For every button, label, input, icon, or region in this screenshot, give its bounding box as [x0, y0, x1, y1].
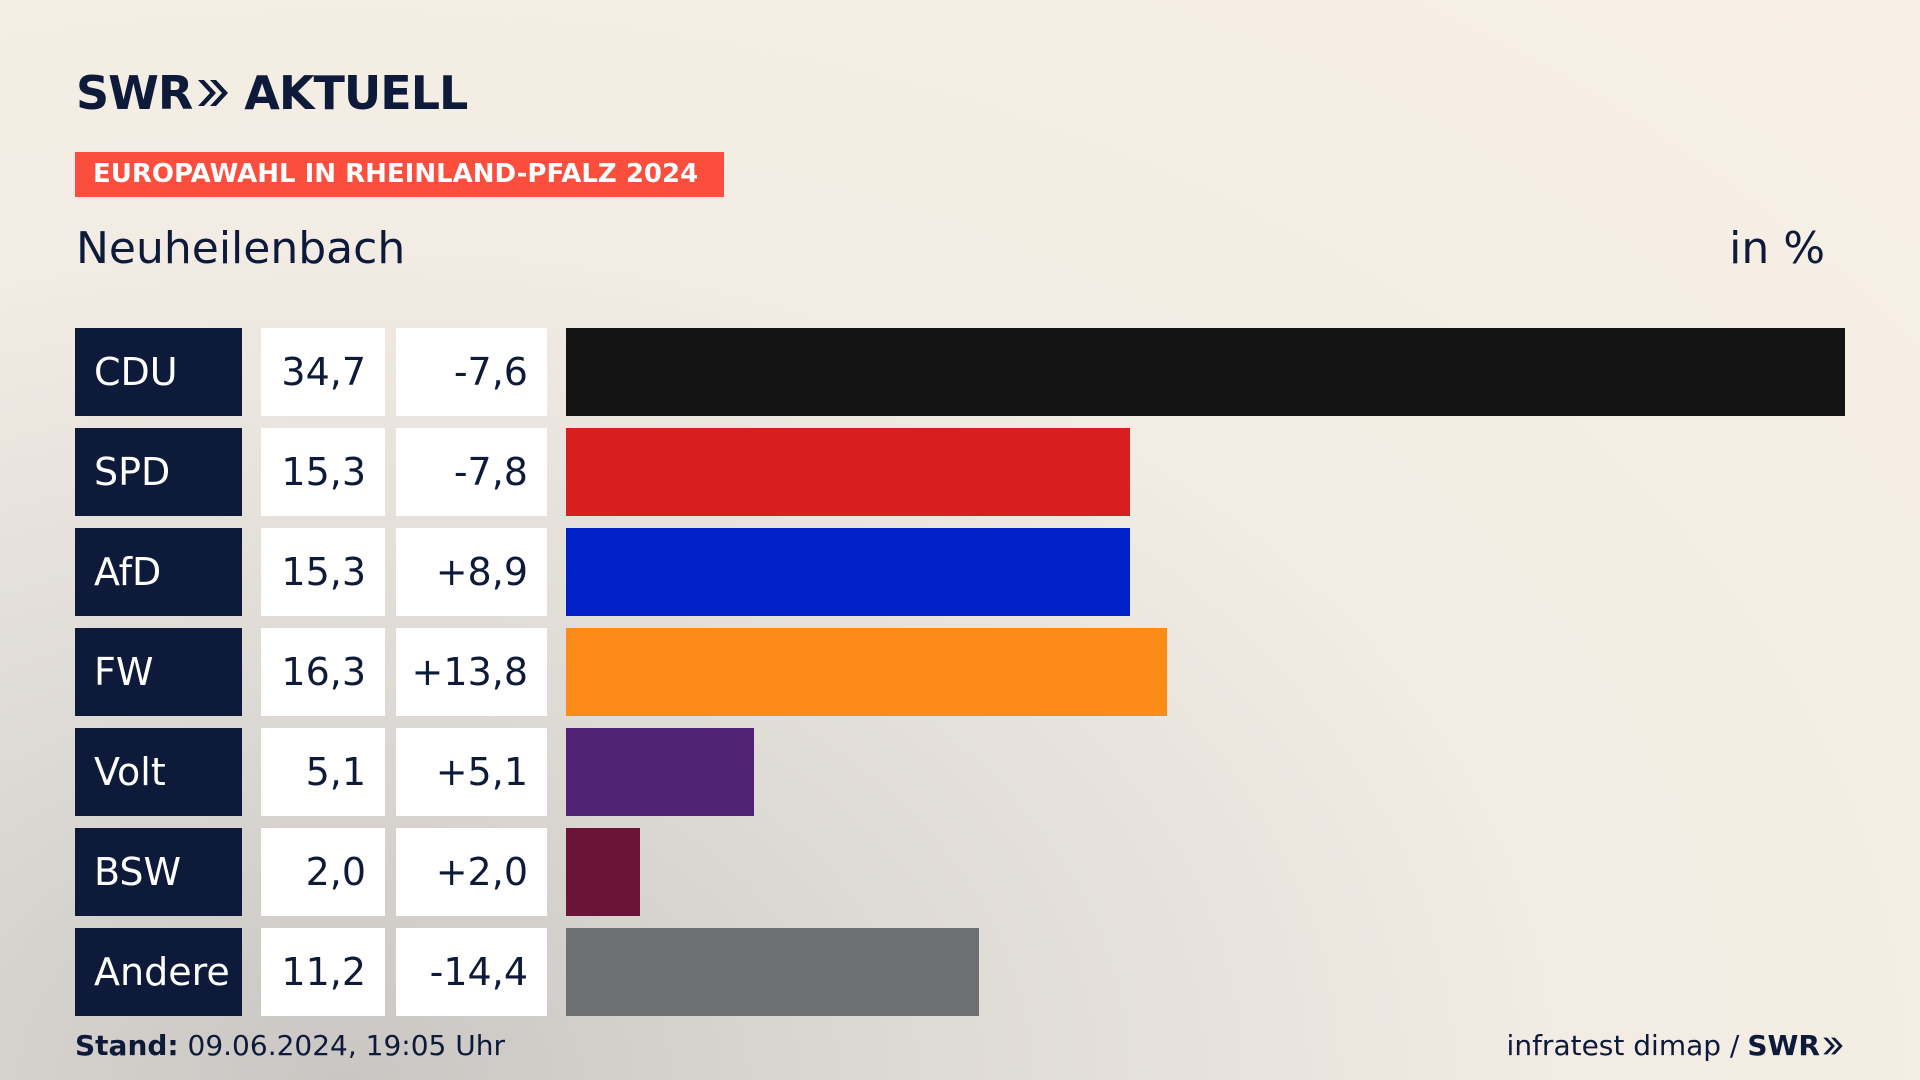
source-swr-logo: SWR — [1747, 1028, 1844, 1064]
chevron-double-right-icon — [198, 80, 229, 106]
party-label: CDU — [75, 328, 242, 416]
vote-share-value: 2,0 — [261, 828, 385, 916]
result-row: CDU 34,7 -7,6 — [75, 328, 1845, 416]
result-row: Volt 5,1 +5,1 — [75, 728, 1845, 816]
party-label: AfD — [75, 528, 242, 616]
vote-share-value: 5,1 — [261, 728, 385, 816]
party-label: Andere — [75, 928, 242, 1016]
stand-label: Stand: — [75, 1029, 179, 1062]
unit-label: in % — [1729, 223, 1825, 274]
vote-change-value: -7,6 — [396, 328, 547, 416]
source-credit: infratest dimap / SWR — [1507, 1028, 1844, 1064]
party-label: FW — [75, 628, 242, 716]
vote-change-value: -7,8 — [396, 428, 547, 516]
result-row: FW 16,3 +13,8 — [75, 628, 1845, 716]
vote-share-value: 15,3 — [261, 428, 385, 516]
source-swr-text: SWR — [1747, 1029, 1820, 1062]
logo-aktuell-text: AKTUELL — [244, 66, 468, 120]
result-row: SPD 15,3 -7,8 — [75, 428, 1845, 516]
vote-change-value: +2,0 — [396, 828, 547, 916]
party-label: Volt — [75, 728, 242, 816]
timestamp: Stand: 09.06.2024, 19:05 Uhr — [75, 1028, 505, 1064]
stand-value: 09.06.2024, 19:05 Uhr — [187, 1029, 505, 1062]
vote-share-value: 11,2 — [261, 928, 385, 1016]
party-label: BSW — [75, 828, 242, 916]
vote-change-value: -14,4 — [396, 928, 547, 1016]
result-bar — [566, 828, 640, 916]
result-bar — [566, 428, 1130, 516]
result-row: BSW 2,0 +2,0 — [75, 828, 1845, 916]
municipality-title: Neuheilenbach — [76, 223, 406, 274]
vote-share-value: 34,7 — [261, 328, 385, 416]
result-bar — [566, 628, 1167, 716]
chevron-double-right-icon — [1823, 1037, 1843, 1055]
result-row: AfD 15,3 +8,9 — [75, 528, 1845, 616]
logo-swr-text: SWR — [76, 66, 193, 120]
vote-share-value: 15,3 — [261, 528, 385, 616]
result-row: Andere 11,2 -14,4 — [75, 928, 1845, 1016]
result-bar — [566, 528, 1130, 616]
vote-change-value: +13,8 — [396, 628, 547, 716]
party-label: SPD — [75, 428, 242, 516]
vote-share-value: 16,3 — [261, 628, 385, 716]
result-bar — [566, 728, 754, 816]
election-banner: EUROPAWAHL IN RHEINLAND-PFALZ 2024 — [75, 152, 724, 197]
swr-aktuell-logo: SWR AKTUELL — [76, 66, 468, 120]
vote-change-value: +8,9 — [396, 528, 547, 616]
result-bar — [566, 328, 1845, 416]
vote-change-value: +5,1 — [396, 728, 547, 816]
source-text: infratest dimap / — [1506, 1029, 1740, 1062]
result-bar — [566, 928, 979, 1016]
